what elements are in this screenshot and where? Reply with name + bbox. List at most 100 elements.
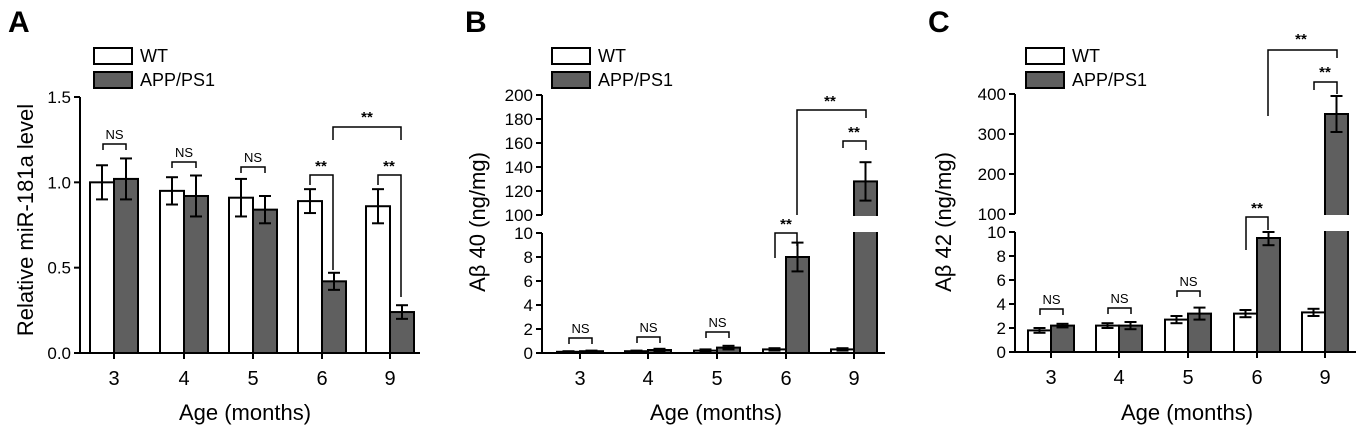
significance-bracket	[309, 174, 334, 270]
significance-bracket	[796, 109, 867, 215]
x-tick-label: 4	[178, 368, 189, 390]
panel-a: A Relative miR-181a level Age (months) W…	[8, 6, 420, 425]
significance-label: **	[848, 124, 860, 141]
legend-label-wt: WT	[140, 46, 168, 66]
bar-app	[321, 280, 347, 355]
y-tick-label: 100	[978, 205, 1006, 224]
legend-swatch-app	[1025, 71, 1065, 89]
y-tick-label: 1.5	[47, 88, 71, 107]
legend-label-app: APP/PS1	[598, 70, 673, 90]
y-tick-label: 180	[505, 110, 533, 129]
legend-swatch-app	[551, 71, 591, 89]
significance-label: NS	[639, 320, 657, 335]
y-tick-label: 400	[978, 85, 1006, 104]
y-tick-label: 10	[987, 223, 1006, 242]
y-tick-label: 120	[505, 182, 533, 201]
significance-bracket	[102, 143, 127, 150]
panel-b-xlabel: Age (months)	[650, 400, 782, 425]
significance-label: **	[780, 216, 792, 233]
y-tick-label: 160	[505, 134, 533, 153]
significance-bracket	[377, 174, 402, 297]
significance-label: **	[824, 93, 836, 110]
x-tick-label: 9	[848, 368, 859, 390]
x-tick-label: 3	[1045, 367, 1056, 389]
significance-label: **	[361, 109, 373, 126]
x-tick-label: 5	[711, 368, 722, 390]
x-tick-label: 9	[384, 368, 395, 390]
y-tick-label: 100	[505, 206, 533, 225]
significance-bracket	[1107, 307, 1132, 314]
y-tick-label: 4	[997, 295, 1006, 314]
x-tick-label: 5	[247, 368, 258, 390]
y-tick-label: 10	[514, 224, 533, 243]
panel-c: C Aβ 42 (ng/mg) Age (months) WT APP/PS1 …	[928, 6, 1356, 425]
significance-bracket	[568, 337, 593, 344]
significance-bracket	[705, 331, 730, 338]
panel-c-xlabel: Age (months)	[1121, 400, 1253, 425]
y-tick-label: 0.5	[47, 259, 71, 278]
bar-wt	[297, 200, 323, 354]
bar-app	[853, 180, 878, 354]
bar-app	[183, 194, 209, 354]
bar-app	[252, 208, 278, 354]
legend-label-app: APP/PS1	[1072, 70, 1147, 90]
significance-bracket	[1176, 290, 1201, 297]
significance-bracket	[1267, 49, 1338, 116]
bar-wt	[1095, 324, 1120, 354]
significance-label: **	[1251, 200, 1263, 217]
x-tick-label: 5	[1182, 367, 1193, 389]
significance-bracket	[332, 126, 402, 140]
panel-a-plot: 0.0 0.5 1.0 1.5 3 4 5 6 9 NS NS NS ** ** **	[47, 88, 420, 390]
y-tick-label: 0	[524, 344, 533, 363]
y-tick-label: 8	[524, 248, 533, 267]
significance-label: **	[383, 158, 395, 175]
significance-label: NS	[1042, 292, 1060, 307]
y-tick-label: 0	[997, 343, 1006, 362]
panel-a-legend: WT APP/PS1	[93, 46, 215, 90]
x-tick-label: 6	[1251, 367, 1262, 389]
bar-app	[1256, 237, 1281, 353]
legend-label-app: APP/PS1	[140, 70, 215, 90]
bar-wt	[1233, 312, 1258, 354]
x-tick-label: 3	[108, 368, 119, 390]
x-tick-label: 3	[574, 368, 585, 390]
y-tick-label: 0.0	[47, 344, 71, 363]
panel-a-label: A	[8, 6, 30, 39]
panel-c-label: C	[928, 6, 950, 39]
significance-label: NS	[1110, 291, 1128, 306]
legend-label-wt: WT	[1072, 46, 1100, 66]
panel-a-xlabel: Age (months)	[179, 400, 311, 425]
significance-label: NS	[708, 315, 726, 330]
y-tick-label: 1.0	[47, 173, 71, 192]
significance-bracket	[636, 336, 661, 343]
y-tick-label: 300	[978, 125, 1006, 144]
x-tick-label: 9	[1319, 367, 1330, 389]
bar-wt	[1301, 311, 1326, 353]
bar-app	[1324, 113, 1349, 353]
y-tick-label: 6	[997, 271, 1006, 290]
y-tick-label: 6	[524, 272, 533, 291]
panel-b-label: B	[465, 6, 487, 39]
significance-bracket	[240, 166, 266, 173]
significance-bracket	[171, 161, 197, 168]
significance-label: **	[1319, 64, 1331, 81]
panel-b-legend: WT APP/PS1	[551, 46, 673, 90]
panel-c-legend: WT APP/PS1	[1025, 46, 1147, 90]
x-tick-label: 6	[780, 368, 791, 390]
significance-bracket	[1039, 308, 1064, 315]
significance-label: **	[315, 158, 327, 175]
x-tick-label: 6	[316, 368, 327, 390]
x-tick-label: 4	[642, 368, 653, 390]
bar-wt	[1164, 318, 1189, 354]
significance-label: **	[1295, 31, 1307, 48]
significance-label: NS	[175, 145, 193, 160]
bar-wt	[228, 196, 254, 354]
bar-wt	[365, 205, 391, 354]
y-tick-label: 200	[978, 165, 1006, 184]
legend-swatch-wt	[93, 47, 133, 65]
significance-bracket	[1245, 216, 1269, 250]
legend-swatch-wt	[1025, 47, 1065, 65]
significance-bracket	[1313, 81, 1338, 94]
y-tick-label: 2	[524, 320, 533, 339]
